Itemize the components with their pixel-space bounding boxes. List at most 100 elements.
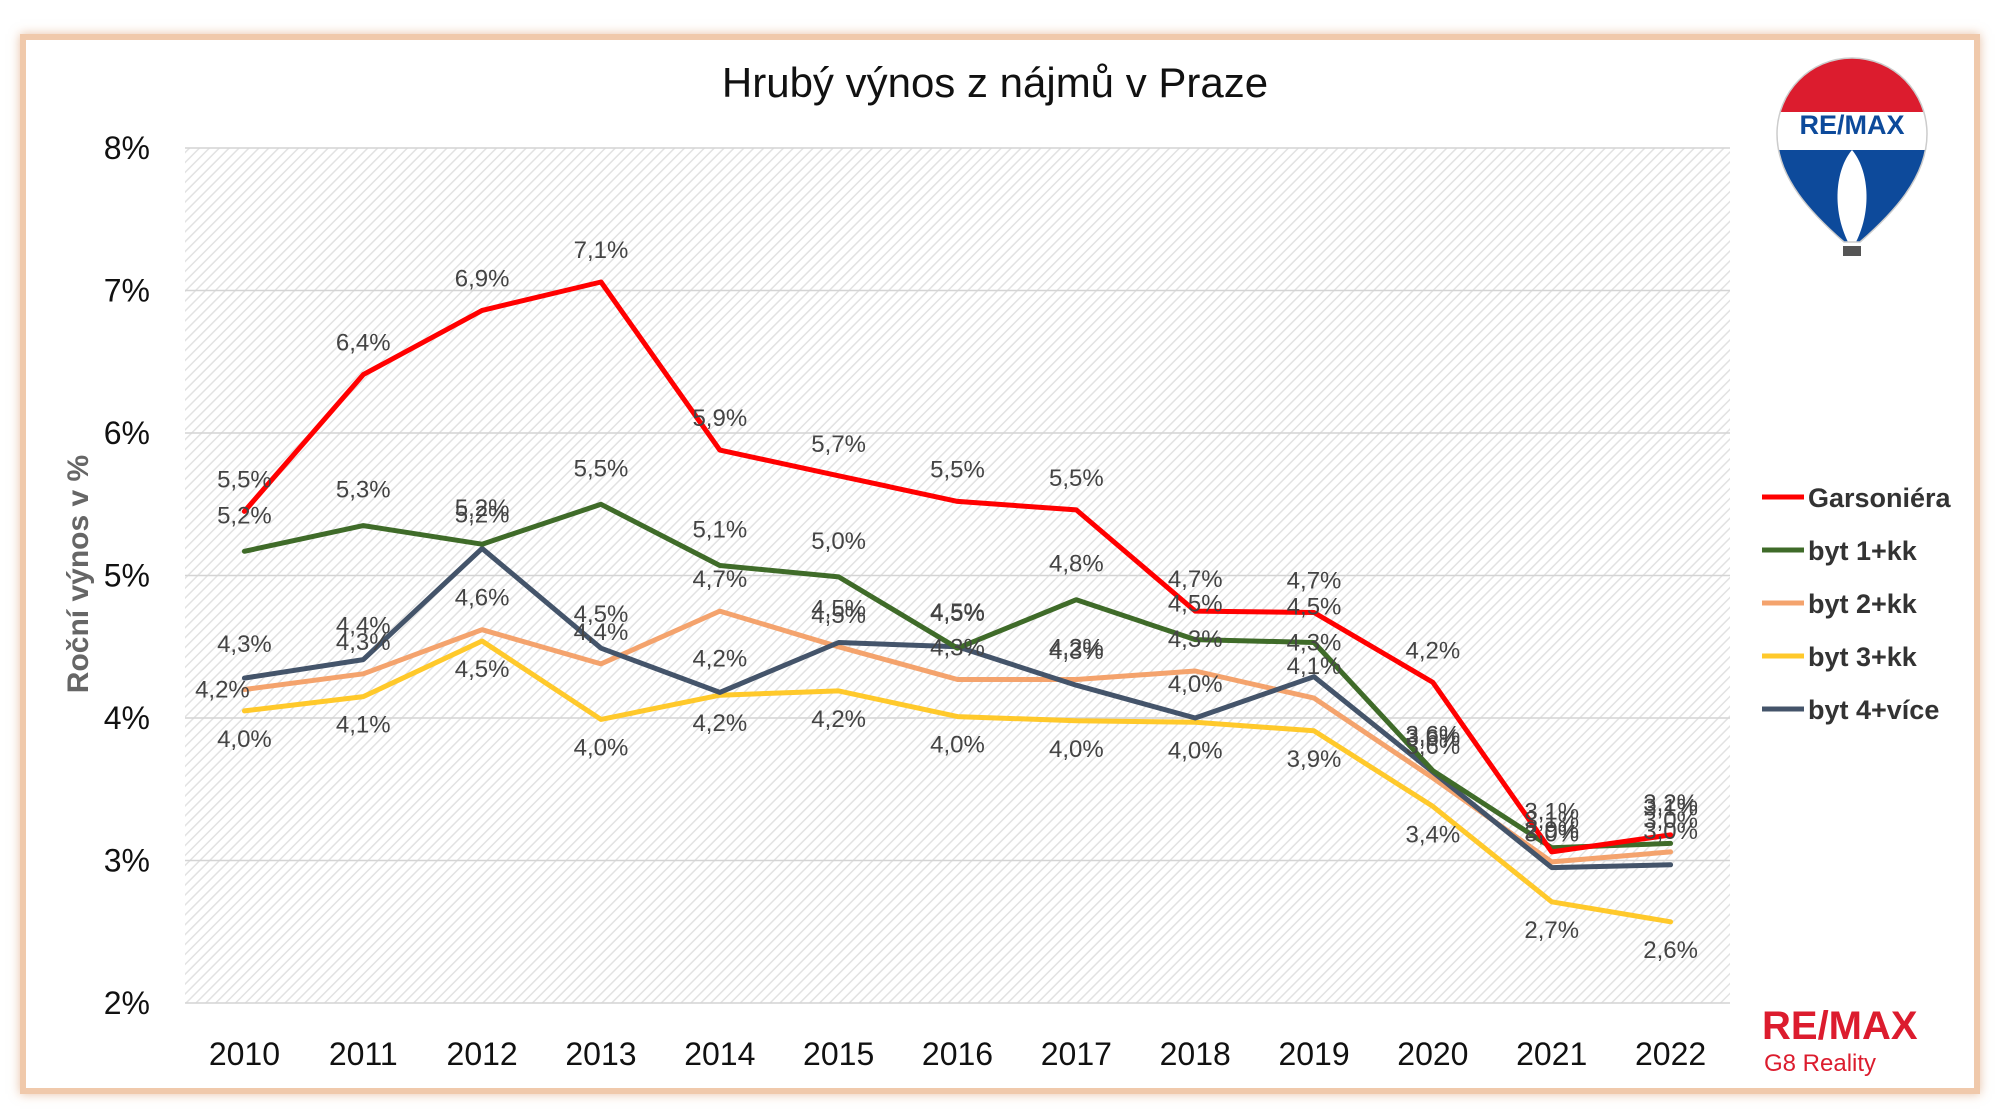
x-tick-label: 2019 [1278, 1036, 1349, 1072]
data-label: 5,2% [217, 502, 272, 529]
data-label: 4,3% [1287, 630, 1342, 657]
data-label: 4,5% [1168, 591, 1223, 618]
data-label: 3,1% [1524, 799, 1579, 826]
x-tick-label: 2015 [803, 1036, 874, 1072]
data-label: 4,1% [1287, 653, 1342, 680]
data-label: 3,0% [1643, 818, 1698, 845]
legend-label: byt 2+kk [1808, 589, 1918, 619]
data-label: 4,2% [811, 706, 866, 733]
x-tick-label: 2017 [1041, 1036, 1112, 1072]
data-label: 4,2% [692, 710, 747, 737]
x-tick-label: 2021 [1516, 1036, 1587, 1072]
data-label: 4,0% [1049, 736, 1104, 763]
x-tick-label: 2012 [447, 1036, 518, 1072]
data-label: 4,2% [195, 677, 250, 704]
y-axis-title: Roční výnos v % [62, 455, 95, 693]
series-line-2 [241, 608, 1674, 865]
data-label: 4,5% [811, 602, 866, 629]
data-label: 4,0% [217, 726, 272, 753]
data-label: 4,3% [217, 631, 272, 658]
data-label: 3,6% [1406, 733, 1461, 760]
data-label: 4,6% [455, 585, 510, 612]
data-label: 4,0% [1168, 737, 1223, 764]
data-label: 5,5% [930, 456, 985, 483]
x-tick-label: 2013 [565, 1036, 636, 1072]
balloon-red-band [1777, 58, 1927, 112]
data-label: 6,4% [336, 330, 391, 357]
data-label: 2,9% [1524, 817, 1579, 844]
data-label: 5,2% [455, 495, 510, 522]
brand-name: RE/MAX [1762, 1004, 1918, 1048]
balloon-white-band [1777, 112, 1927, 150]
y-tick-label: 5% [104, 558, 150, 594]
data-label: 3,6% [1406, 725, 1461, 752]
y-tick-label: 3% [104, 843, 150, 879]
x-tick-label: 2011 [329, 1036, 398, 1072]
data-label: 3,6% [1406, 722, 1461, 749]
data-label: 4,0% [1168, 671, 1223, 698]
data-label: 4,5% [930, 600, 985, 627]
data-label: 5,5% [217, 466, 272, 493]
balloon-basket [1843, 246, 1861, 256]
data-label: 4,1% [336, 712, 391, 739]
data-label: 5,5% [574, 455, 629, 482]
data-label: 3,2% [1643, 790, 1698, 817]
x-tick-label: 2022 [1635, 1036, 1706, 1072]
data-label: 4,3% [930, 635, 985, 662]
y-axis-ticks: 2% 3% 4% 5% 6% 7% 8% [104, 130, 150, 1021]
y-tick-label: 2% [104, 985, 150, 1021]
data-label: 5,0% [811, 528, 866, 555]
legend-label: Garsoniéra [1808, 483, 1952, 513]
chart-title: Hrubý výnos z nájmů v Praze [722, 59, 1268, 106]
data-label: 3,1% [1643, 794, 1698, 821]
data-label: 2,6% [1643, 937, 1698, 964]
legend: Garsoniéra byt 1+kk byt 2+kk byt 3+kk byt 4+… [1762, 483, 1952, 725]
data-label: 6,9% [455, 265, 510, 292]
data-label: 7,1% [574, 237, 629, 264]
data-label: 4,7% [1287, 568, 1342, 595]
data-label: 4,2% [1406, 637, 1461, 664]
balloon-outline [1776, 57, 1928, 243]
balloon-logo-text: RE/MAX [1799, 110, 1904, 140]
data-labels: 5,5% 6,4% 6,9% 7,1% 5,9% 5,7% 5,5% 5,5% 4,7% 4,7%… [195, 237, 1698, 964]
y-tick-label: 6% [104, 415, 150, 451]
data-label: 5,2% [455, 501, 510, 528]
x-tick-label: 2020 [1397, 1036, 1468, 1072]
data-label: 4,5% [574, 601, 629, 628]
y-tick-label: 7% [104, 273, 150, 309]
series-line-0 [241, 279, 1674, 855]
data-label: 4,3% [1049, 638, 1104, 665]
series-line-3 [241, 638, 1674, 925]
balloon-white-stripe [1837, 150, 1867, 242]
legend-label: byt 4+více [1808, 695, 1939, 725]
data-label: 4,0% [574, 734, 629, 761]
data-label: 4,4% [574, 619, 629, 646]
data-label: 5,3% [336, 477, 391, 504]
data-label: 4,0% [930, 732, 985, 759]
data-label: 3,0% [1524, 821, 1579, 848]
y-tick-label: 8% [104, 130, 150, 166]
x-tick-label: 2010 [209, 1036, 280, 1072]
series-line-1 [241, 501, 1674, 851]
series-lines [241, 279, 1674, 925]
y-tick-label: 4% [104, 700, 150, 736]
data-label: 5,7% [811, 431, 866, 458]
data-label: 4,4% [336, 613, 391, 640]
data-label: 3,0% [1643, 807, 1698, 834]
data-label: 4,7% [1168, 566, 1223, 593]
x-tick-label: 2016 [922, 1036, 993, 1072]
data-label: 5,5% [1049, 465, 1104, 492]
legend-label: byt 1+kk [1808, 536, 1918, 566]
data-label: 4,5% [455, 656, 510, 683]
data-label: 4,5% [811, 595, 866, 622]
data-label: 4,8% [1049, 551, 1104, 578]
data-label: 4,2% [692, 645, 747, 672]
x-tick-label: 2014 [684, 1036, 755, 1072]
data-label: 3,1% [1524, 807, 1579, 834]
data-label: 2,7% [1524, 917, 1579, 944]
balloon-logo: RE/MAX [1776, 57, 1928, 256]
data-label: 4,2% [1049, 635, 1104, 662]
brand-subtitle: G8 Reality [1764, 1050, 1876, 1077]
data-label: 4,5% [930, 599, 985, 626]
